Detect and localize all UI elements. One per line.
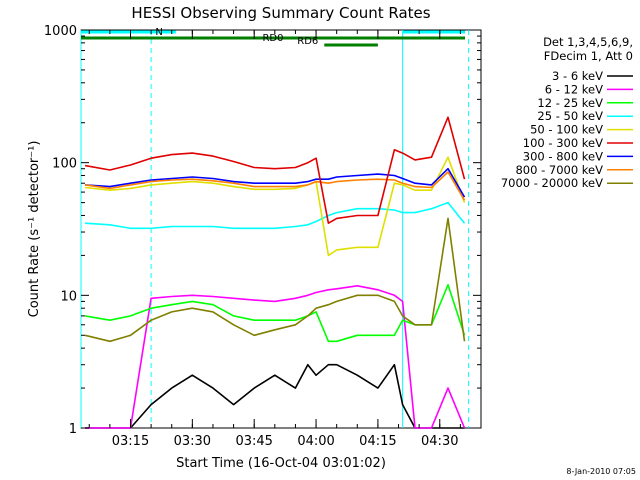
y-tick-label: 1000 [44, 24, 77, 39]
observing-flags: N RD0 RD6 [81, 27, 465, 47]
flag-label: N [155, 27, 162, 38]
series-line [84, 116, 466, 224]
legend: Det 1,3,4,5,6,9, FDecim 1, Att 0 3 - 6 k… [501, 35, 633, 190]
legend-entry-label: 6 - 12 keV [545, 82, 603, 96]
x-tick-label: 03:30 [174, 434, 211, 449]
series-line [85, 156, 466, 257]
flag-label: RD0 [262, 33, 283, 44]
legend-entry-label: 800 - 7000 keV [515, 163, 603, 177]
legend-entry-label: 300 - 800 keV [523, 149, 603, 163]
x-tick-label: 04:15 [359, 434, 396, 449]
legend-entry-label: 7000 - 20000 keV [501, 176, 603, 190]
x-tick-label: 03:15 [112, 434, 149, 449]
x-tick-label: 03:45 [235, 434, 272, 449]
legend-header-line-2: FDecim 1, Att 0 [544, 49, 633, 63]
legend-entry-label: 100 - 300 keV [523, 136, 603, 150]
chart-title: HESSI Observing Summary Count Rates [131, 4, 430, 22]
y-axis: 1 10 100 1000 [44, 24, 481, 437]
series-line [84, 217, 466, 343]
series-line [84, 171, 466, 201]
series-line [85, 363, 465, 429]
legend-entry-label: 3 - 6 keV [552, 69, 603, 83]
series-line [85, 201, 466, 230]
flag-label: RD6 [297, 36, 318, 47]
timestamp: 8-Jan-2010 07:05 [566, 467, 636, 476]
series-line [84, 283, 466, 343]
y-tick-label: 100 [52, 157, 77, 172]
legend-entry-label: 12 - 25 keV [537, 96, 603, 110]
legend-entry-label: 25 - 50 keV [537, 109, 603, 123]
legend-header-line-1: Det 1,3,4,5,6,9, [543, 35, 633, 49]
series-line [85, 167, 466, 198]
x-axis-label: Start Time (16-Oct-04 03:01:02) [176, 456, 386, 471]
series-line [85, 284, 466, 429]
y-axis-label: Count Rate (s⁻¹ detector⁻¹) [27, 141, 42, 318]
y-tick-label: 10 [60, 289, 77, 304]
series-layer [84, 116, 466, 429]
x-axis: 03:15 03:30 03:45 04:00 04:15 04:30 [88, 30, 482, 449]
x-tick-label: 04:00 [297, 434, 334, 449]
y-tick-label: 1 [69, 422, 77, 437]
x-tick-label: 04:30 [421, 434, 458, 449]
legend-entry-label: 50 - 100 keV [530, 123, 603, 137]
